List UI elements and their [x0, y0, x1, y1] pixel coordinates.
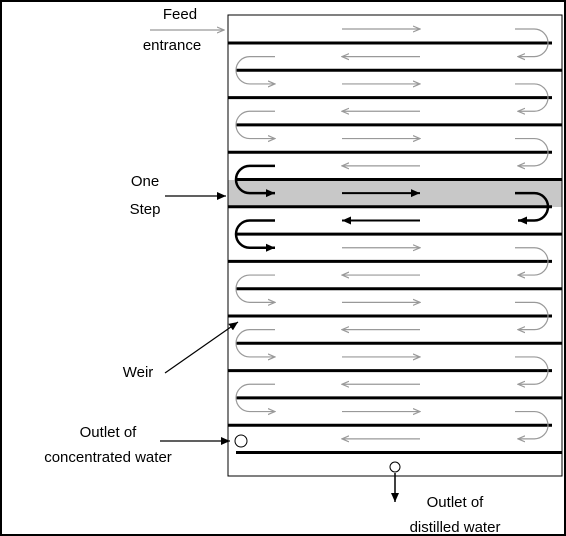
outlet-concentrated — [234, 434, 248, 448]
flow — [228, 28, 562, 454]
u-turn — [234, 164, 275, 198]
label: Feed — [163, 6, 197, 23]
label: distilled water — [410, 519, 501, 536]
label: One — [131, 173, 159, 190]
label: Outlet of — [80, 424, 138, 441]
u-turn — [515, 191, 550, 225]
label: Weir — [123, 364, 154, 381]
u-turn — [515, 83, 549, 111]
weir-arrow — [164, 321, 239, 374]
u-turn — [515, 301, 549, 329]
label: Step — [130, 201, 161, 218]
u-turn — [235, 274, 275, 302]
outlet-distilled — [389, 461, 401, 473]
label: entrance — [143, 37, 201, 54]
u-turn — [515, 410, 549, 439]
u-turn — [235, 329, 275, 357]
u-turn — [515, 28, 549, 57]
u-turn — [235, 110, 275, 138]
u-turn — [515, 356, 549, 384]
label: Outlet of — [427, 494, 485, 511]
u-turn — [234, 219, 275, 252]
label: concentrated water — [44, 449, 172, 466]
u-turn — [235, 383, 275, 411]
u-turn — [515, 137, 549, 166]
u-turn — [235, 56, 275, 84]
u-turn — [515, 247, 549, 275]
